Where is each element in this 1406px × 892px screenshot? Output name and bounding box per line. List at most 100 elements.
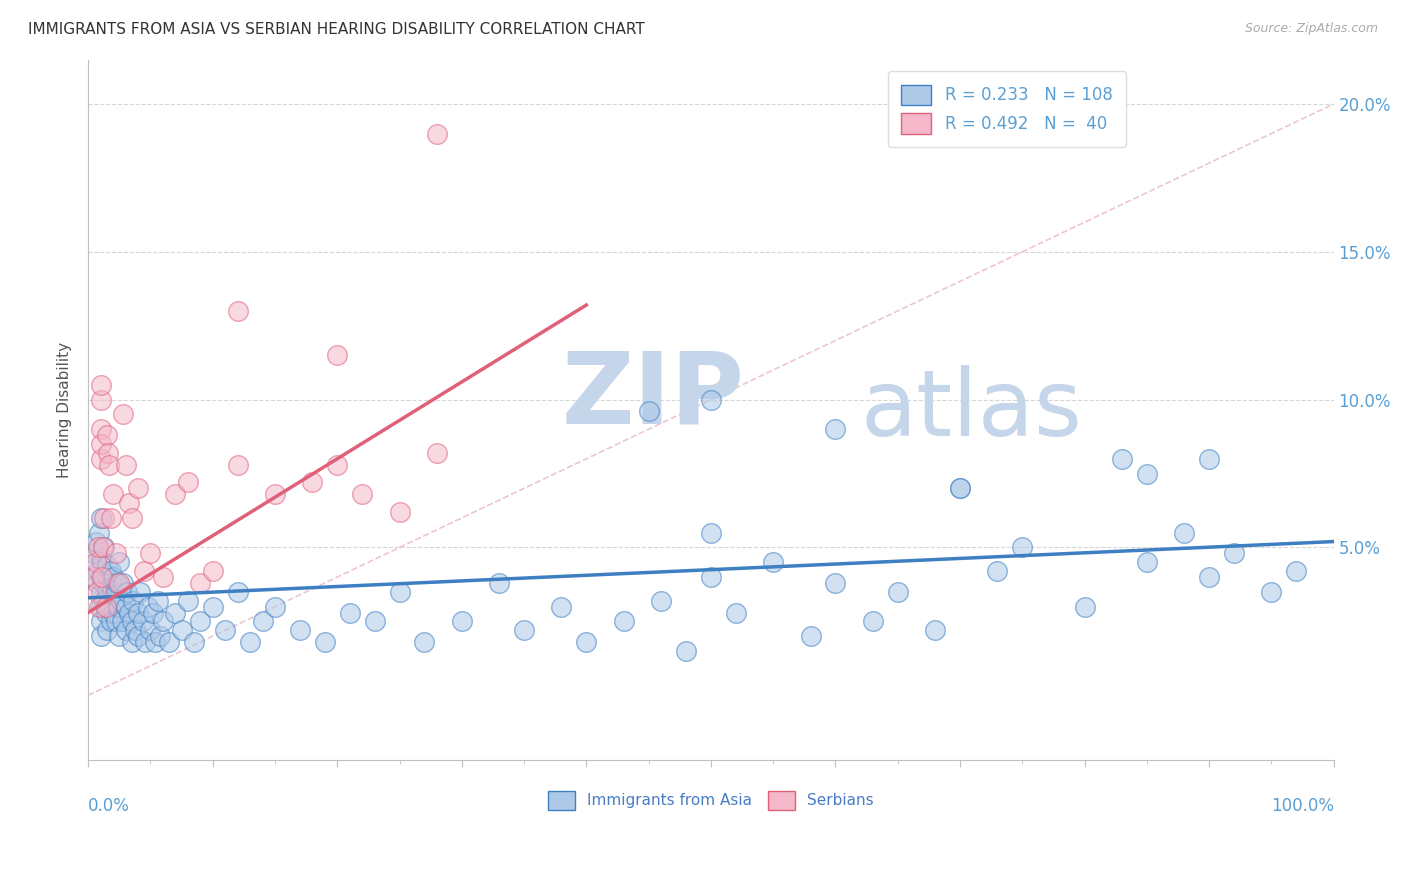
Point <box>413 635 436 649</box>
Point <box>165 487 187 501</box>
Point <box>301 475 323 490</box>
Point <box>700 525 723 540</box>
Point <box>86 584 108 599</box>
Point <box>115 584 138 599</box>
Point <box>91 576 114 591</box>
Text: 100.0%: 100.0% <box>1271 797 1334 814</box>
Point <box>118 606 141 620</box>
Point <box>108 629 131 643</box>
Point <box>89 525 111 540</box>
Point <box>114 599 136 614</box>
Point <box>226 584 249 599</box>
Point <box>94 599 117 614</box>
Text: atlas: atlas <box>860 365 1083 455</box>
Point <box>104 615 127 629</box>
Point <box>90 377 112 392</box>
Point <box>97 576 120 591</box>
Point <box>134 564 156 578</box>
Point <box>96 428 118 442</box>
Point <box>129 584 152 599</box>
Point <box>1073 599 1095 614</box>
Point <box>886 584 908 599</box>
Point <box>924 624 946 638</box>
Point <box>145 635 167 649</box>
Y-axis label: Hearing Disability: Hearing Disability <box>58 342 72 478</box>
Point <box>488 576 510 591</box>
Point <box>1285 564 1308 578</box>
Point <box>183 635 205 649</box>
Point <box>90 511 112 525</box>
Point <box>326 348 349 362</box>
Point <box>127 481 149 495</box>
Point <box>93 541 115 555</box>
Point <box>613 615 636 629</box>
Point <box>121 511 143 525</box>
Point <box>139 624 162 638</box>
Point <box>142 606 165 620</box>
Point <box>157 635 180 649</box>
Point <box>1136 467 1159 481</box>
Point <box>450 615 472 629</box>
Point <box>1260 584 1282 599</box>
Point <box>799 629 821 643</box>
Point <box>214 624 236 638</box>
Point <box>986 564 1008 578</box>
Point <box>108 576 131 591</box>
Text: 0.0%: 0.0% <box>89 797 129 814</box>
Point <box>90 422 112 436</box>
Point <box>101 570 124 584</box>
Point <box>96 582 118 596</box>
Point <box>86 576 108 591</box>
Point <box>252 615 274 629</box>
Point <box>177 593 200 607</box>
Point <box>83 546 105 560</box>
Point <box>114 458 136 472</box>
Point <box>513 624 536 638</box>
Point <box>98 599 121 614</box>
Point <box>89 599 111 614</box>
Point <box>108 555 131 569</box>
Point <box>550 599 572 614</box>
Point <box>1198 570 1220 584</box>
Point <box>1173 525 1195 540</box>
Point <box>94 606 117 620</box>
Point <box>100 564 122 578</box>
Point <box>101 606 124 620</box>
Point <box>104 546 127 560</box>
Point <box>93 593 115 607</box>
Point <box>101 584 124 599</box>
Point <box>112 408 135 422</box>
Point <box>363 615 385 629</box>
Point <box>103 588 125 602</box>
Point <box>90 584 112 599</box>
Point <box>96 558 118 573</box>
Point <box>127 606 149 620</box>
Point <box>90 392 112 407</box>
Point <box>146 593 169 607</box>
Point <box>637 404 659 418</box>
Point <box>426 127 449 141</box>
Legend: Immigrants from Asia, Serbians: Immigrants from Asia, Serbians <box>541 785 880 816</box>
Point <box>90 570 112 584</box>
Point <box>326 458 349 472</box>
Point <box>110 593 132 607</box>
Point <box>152 570 174 584</box>
Point <box>201 599 224 614</box>
Point <box>700 392 723 407</box>
Point <box>188 576 211 591</box>
Point <box>862 615 884 629</box>
Point <box>177 475 200 490</box>
Point <box>93 511 115 525</box>
Point <box>111 615 134 629</box>
Point <box>949 481 972 495</box>
Point <box>91 541 114 555</box>
Point <box>201 564 224 578</box>
Point <box>339 606 361 620</box>
Point <box>288 624 311 638</box>
Text: IMMIGRANTS FROM ASIA VS SERBIAN HEARING DISABILITY CORRELATION CHART: IMMIGRANTS FROM ASIA VS SERBIAN HEARING … <box>28 22 645 37</box>
Point <box>700 570 723 584</box>
Point <box>96 624 118 638</box>
Point <box>114 624 136 638</box>
Point <box>118 496 141 510</box>
Point <box>949 481 972 495</box>
